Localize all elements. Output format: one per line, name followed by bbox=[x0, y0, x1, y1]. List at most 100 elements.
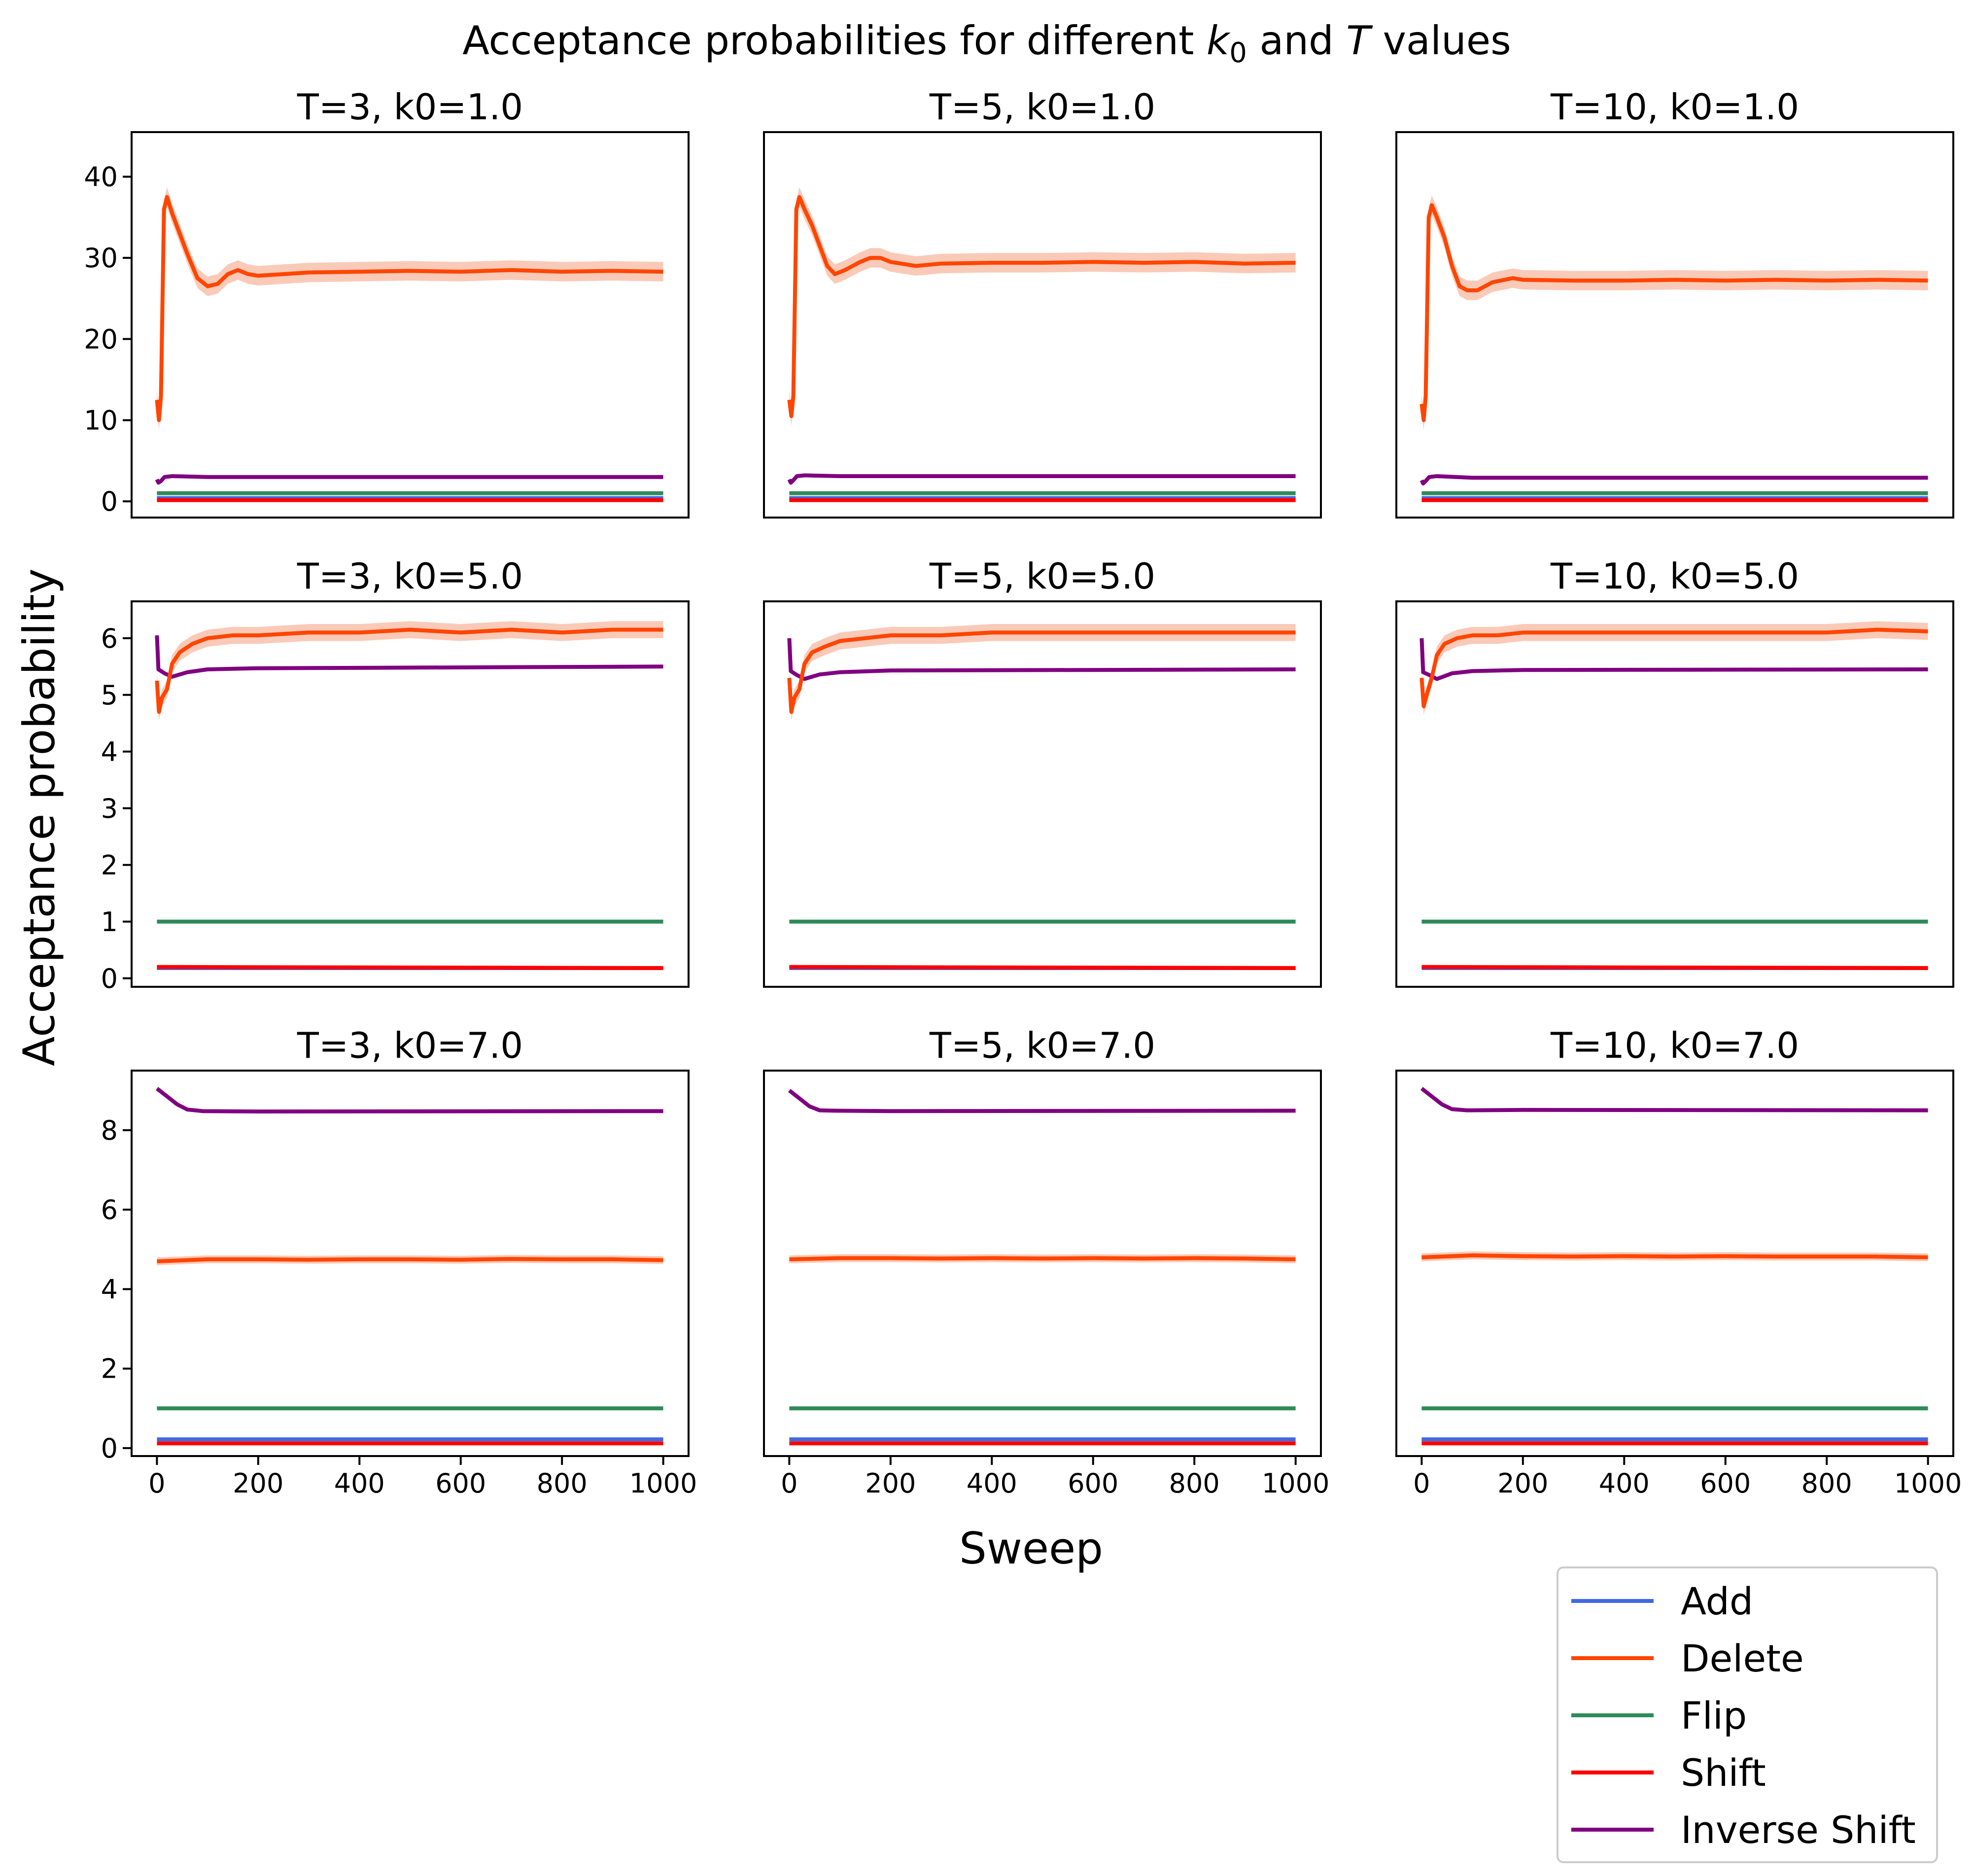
x-tick-label: 400 bbox=[1599, 1468, 1650, 1499]
legend-box bbox=[1557, 1566, 1938, 1863]
y-tick-label: 4 bbox=[101, 1274, 118, 1305]
y-tick-label: 6 bbox=[101, 1194, 118, 1225]
legend-label-flip: Flip bbox=[1681, 1694, 1747, 1737]
plot-area bbox=[787, 624, 1296, 970]
series-inverse-shift bbox=[1420, 474, 1928, 486]
series-shift bbox=[1421, 965, 1928, 970]
series-inverse-shift bbox=[1420, 1087, 1928, 1112]
series-delete bbox=[789, 1256, 1296, 1261]
axes-frame bbox=[1395, 131, 1954, 519]
title-k-symbol: k bbox=[1207, 18, 1231, 64]
delete-band bbox=[789, 187, 1296, 426]
delete-band bbox=[157, 187, 663, 430]
y-tick-label: 4 bbox=[101, 736, 118, 767]
y-tick-label: 0 bbox=[101, 486, 118, 517]
subplot-t-3-k0-7-0: T=3, k0=7.0 0 2 4 6 8 0 200 400 600 800 1000 bbox=[101, 1025, 697, 1499]
y-tick-label: 2 bbox=[101, 850, 118, 881]
axes-frame bbox=[131, 1070, 690, 1457]
x-tick-label: 600 bbox=[435, 1468, 486, 1499]
subplot-t-10-k0-5-0: T=10, k0=5.0 bbox=[1395, 556, 1954, 988]
series-delete bbox=[1420, 627, 1928, 708]
axes-frame bbox=[131, 600, 690, 988]
y-tick-label: 3 bbox=[101, 793, 118, 824]
subplot-title: T=10, k0=5.0 bbox=[1550, 556, 1799, 597]
subplot-title: T=5, k0=5.0 bbox=[929, 556, 1155, 597]
plot-area bbox=[1420, 1087, 1928, 1446]
legend-label-inverse-shift: Inverse Shift bbox=[1681, 1808, 1916, 1852]
axes-frame bbox=[1395, 600, 1954, 988]
plot-area bbox=[787, 187, 1296, 502]
x-tick-label: 600 bbox=[1700, 1468, 1751, 1499]
legend-label-delete: Delete bbox=[1681, 1636, 1804, 1680]
subplot-title: T=5, k0=7.0 bbox=[929, 1025, 1155, 1066]
plot-area bbox=[1420, 195, 1928, 502]
axes-frame bbox=[763, 1070, 1322, 1457]
series-inverse-shift bbox=[155, 1087, 663, 1113]
series-shift bbox=[789, 965, 1296, 970]
y-tick-label: 0 bbox=[101, 1433, 118, 1464]
x-tick-label: 0 bbox=[148, 1468, 165, 1499]
x-tick-label: 200 bbox=[865, 1468, 916, 1499]
series-delete bbox=[787, 195, 1296, 418]
series-delete bbox=[787, 630, 1296, 714]
subplot-t-10-k0-1-0: T=10, k0=1.0 bbox=[1395, 86, 1954, 519]
axes-frame bbox=[763, 131, 1322, 519]
series-inverse-shift bbox=[1420, 638, 1928, 681]
plot-area bbox=[1420, 621, 1928, 970]
x-tick-label: 1000 bbox=[1262, 1468, 1329, 1499]
x-tick-label: 1000 bbox=[1894, 1468, 1962, 1499]
legend-label-shift: Shift bbox=[1681, 1751, 1766, 1795]
series-shift bbox=[157, 965, 663, 970]
subplot-title: T=3, k0=5.0 bbox=[297, 556, 523, 597]
series-delete bbox=[155, 195, 663, 422]
subplot-t-3-k0-5-0: T=3, k0=5.0 0 1 2 3 4 5 6 bbox=[101, 556, 690, 994]
y-tick-label: 20 bbox=[84, 324, 118, 355]
y-tick-label: 0 bbox=[101, 963, 118, 994]
x-tick-label: 400 bbox=[967, 1468, 1017, 1499]
x-tick-label: 800 bbox=[1801, 1468, 1852, 1499]
series-inverse-shift bbox=[787, 638, 1296, 681]
x-axis-label: Sweep bbox=[959, 1523, 1103, 1574]
y-tick-label: 40 bbox=[84, 162, 118, 193]
series-delete bbox=[157, 1257, 663, 1263]
legend-label-add: Add bbox=[1681, 1579, 1753, 1623]
legend: Add Delete Flip Shift Inverse Shift bbox=[1557, 1566, 1938, 1863]
subplot-title: T=10, k0=1.0 bbox=[1550, 86, 1799, 128]
figure-title: Acceptance probabilities for different k… bbox=[462, 18, 1511, 69]
series-delete bbox=[155, 627, 663, 714]
x-tick-label: 200 bbox=[1497, 1468, 1548, 1499]
x-tick-label: 800 bbox=[1169, 1468, 1220, 1499]
subplot-t-10-k0-7-0: T=10, k0=7.0 0 200 400 600 800 1000 bbox=[1395, 1025, 1962, 1499]
y-tick-label: 2 bbox=[101, 1354, 118, 1385]
series-inverse-shift bbox=[155, 635, 663, 679]
plot-area bbox=[155, 1087, 663, 1446]
y-tick-label: 10 bbox=[84, 405, 118, 436]
series-inverse-shift bbox=[787, 473, 1296, 485]
y-tick-label: 5 bbox=[101, 680, 118, 711]
delete-band bbox=[1421, 195, 1928, 430]
y-tick-label: 8 bbox=[101, 1115, 118, 1146]
x-tick-label: 800 bbox=[537, 1468, 588, 1499]
subplot-title: T=3, k0=7.0 bbox=[297, 1025, 523, 1066]
y-axis-label: Acceptance probability bbox=[14, 568, 65, 1066]
y-tick-label: 1 bbox=[101, 906, 118, 938]
subplot-t-5-k0-7-0: T=5, k0=7.0 0 200 400 600 800 1000 bbox=[763, 1025, 1329, 1499]
plot-area bbox=[788, 1089, 1296, 1446]
series-delete bbox=[1420, 203, 1928, 422]
title-k-subscript: 0 bbox=[1229, 37, 1247, 69]
x-tick-label: 400 bbox=[334, 1468, 385, 1499]
y-tick-label: 30 bbox=[84, 243, 118, 274]
subplot-t-3-k0-1-0: T=3, k0=1.0 0 10 20 30 40 bbox=[84, 86, 690, 519]
series-inverse-shift bbox=[788, 1089, 1296, 1113]
x-tick-label: 600 bbox=[1068, 1468, 1118, 1499]
x-tick-label: 200 bbox=[233, 1468, 283, 1499]
subplot-title: T=5, k0=1.0 bbox=[929, 86, 1155, 128]
x-tick-label: 1000 bbox=[629, 1468, 697, 1499]
subplot-title: T=3, k0=1.0 bbox=[297, 86, 523, 128]
x-tick-label: 0 bbox=[781, 1468, 797, 1499]
axes-frame bbox=[763, 600, 1322, 988]
axes-frame bbox=[131, 131, 690, 519]
y-tick-label: 6 bbox=[101, 623, 118, 654]
